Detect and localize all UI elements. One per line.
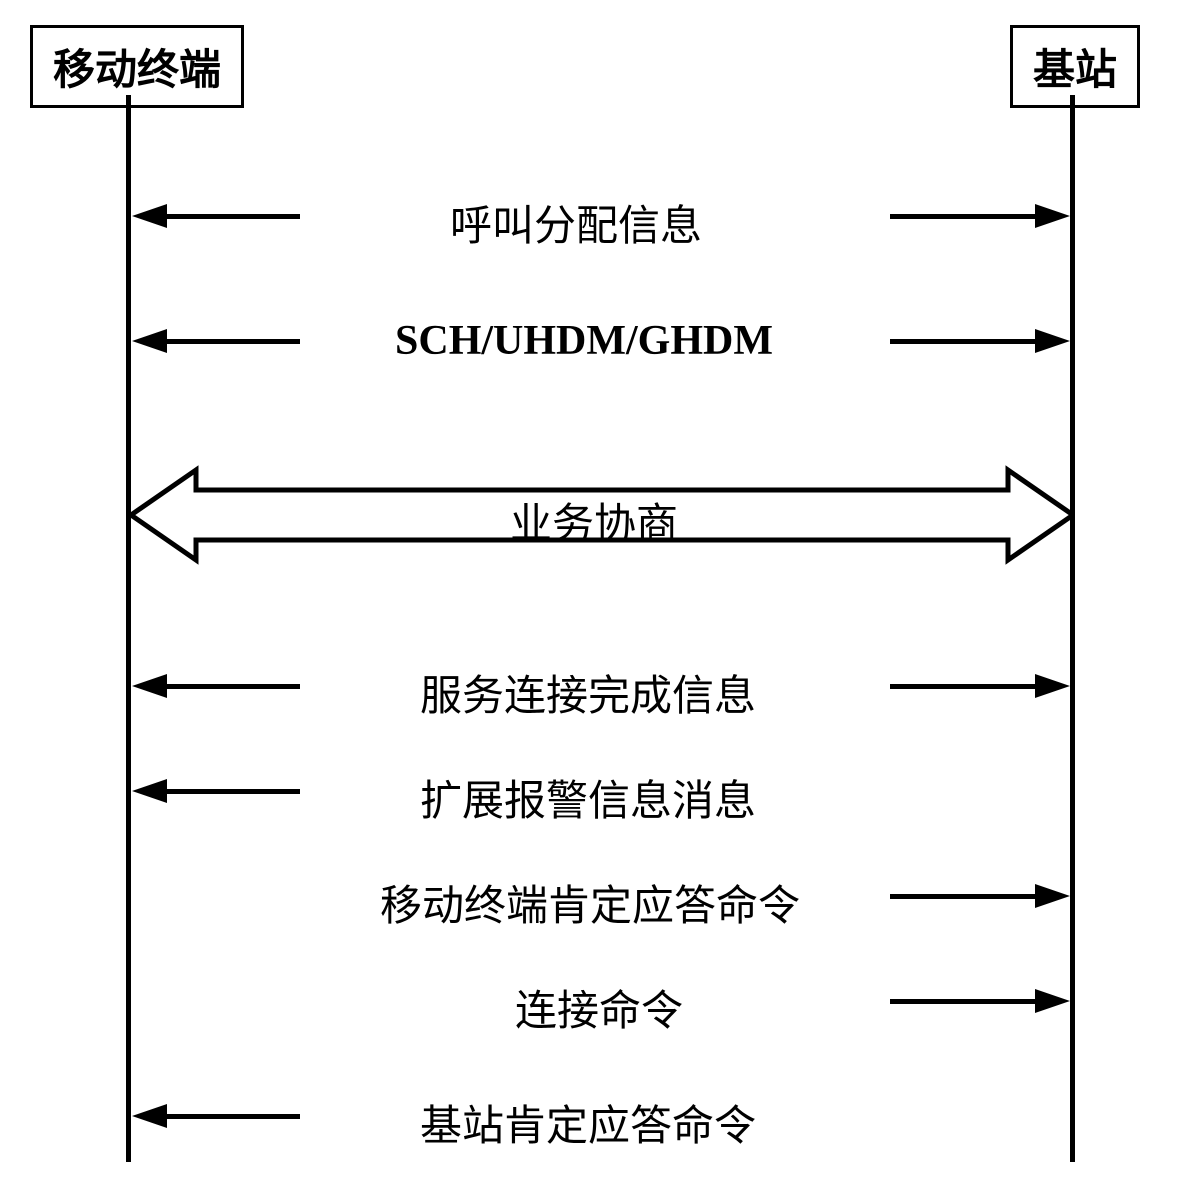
msg1-label: 呼叫分配信息 bbox=[450, 192, 702, 253]
msg6-arrow-right-head bbox=[1035, 989, 1070, 1013]
participant-right-label: 基站 bbox=[1033, 48, 1117, 94]
msg1-arrow-right-head bbox=[1035, 204, 1070, 228]
participant-right-box: 基站 bbox=[1010, 25, 1140, 108]
msg1-arrow-right-line bbox=[890, 214, 1035, 219]
msg5-label: 移动终端肯定应答命令 bbox=[380, 872, 800, 933]
msg7-label: 基站肯定应答命令 bbox=[420, 1092, 756, 1153]
big-arrow-label: 业务协商 bbox=[510, 490, 678, 551]
msg1-arrow-left-line bbox=[165, 214, 300, 219]
msg4-arrow-left-head bbox=[132, 779, 167, 803]
msg5-arrow-right-line bbox=[890, 894, 1035, 899]
msg1-arrow-left-head bbox=[132, 204, 167, 228]
msg2-label: SCH/UHDM/GHDM bbox=[395, 317, 773, 365]
msg7-arrow-left-line bbox=[165, 1114, 300, 1119]
msg6-label: 连接命令 bbox=[515, 977, 683, 1038]
msg6-arrow-right-line bbox=[890, 999, 1035, 1004]
sequence-diagram: 移动终端 基站 呼叫分配信息 SCH/UHDM/GHDM 业务协商 服务连接完成… bbox=[20, 20, 1167, 1162]
participant-left-box: 移动终端 bbox=[30, 25, 244, 108]
msg4-arrow-left-line bbox=[165, 789, 300, 794]
msg3-arrow-left-head bbox=[132, 674, 167, 698]
msg3-arrow-left-line bbox=[165, 684, 300, 689]
lifeline-right bbox=[1070, 95, 1075, 1162]
msg5-arrow-right-head bbox=[1035, 884, 1070, 908]
msg2-arrow-right-head bbox=[1035, 329, 1070, 353]
msg2-arrow-left-head bbox=[132, 329, 167, 353]
msg3-label: 服务连接完成信息 bbox=[420, 662, 756, 723]
msg3-arrow-right-head bbox=[1035, 674, 1070, 698]
msg4-label: 扩展报警信息消息 bbox=[420, 767, 756, 828]
msg2-arrow-left-line bbox=[165, 339, 300, 344]
msg3-arrow-right-line bbox=[890, 684, 1035, 689]
participant-left-label: 移动终端 bbox=[53, 48, 221, 94]
msg7-arrow-left-head bbox=[132, 1104, 167, 1128]
lifeline-left bbox=[126, 95, 131, 1162]
msg2-arrow-right-line bbox=[890, 339, 1035, 344]
